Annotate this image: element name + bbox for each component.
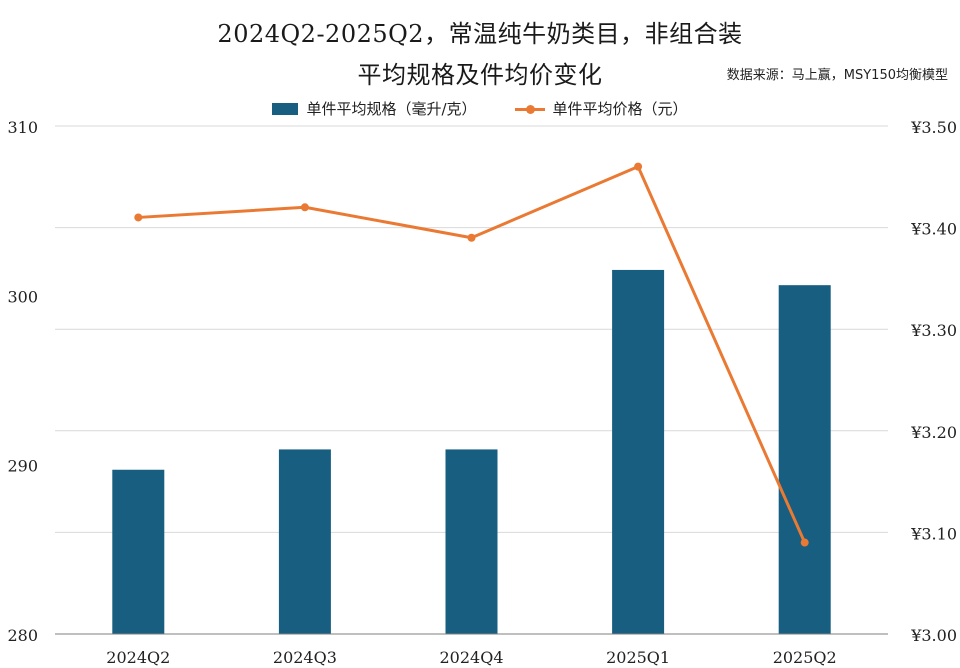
legend-bar-label: 单件平均规格（毫升/克） <box>306 100 477 118</box>
bar <box>612 269 665 634</box>
legend-line-label: 单件平均价格（元） <box>552 100 688 118</box>
legend-item-bar: 单件平均规格（毫升/克） <box>272 98 477 119</box>
left-axis-tick-label: 310 <box>7 118 38 137</box>
right-axis-tick-label: ¥3.50 <box>910 118 957 137</box>
left-axis-tick-label: 280 <box>7 626 38 645</box>
legend-bar-swatch <box>272 102 299 115</box>
chart-title-line-2: 平均规格及件均价变化 <box>357 61 603 89</box>
right-axis-tick-label: ¥3.40 <box>910 220 957 239</box>
x-axis-tick-label: 2024Q3 <box>273 648 337 667</box>
bar <box>445 449 498 634</box>
price-point <box>467 233 476 242</box>
price-point <box>800 538 809 547</box>
right-axis-tick-label: ¥3.30 <box>910 321 957 340</box>
x-axis-tick-label: 2025Q1 <box>606 648 670 667</box>
legend-line-swatch <box>514 103 545 115</box>
price-point <box>134 213 143 222</box>
bar <box>112 469 165 634</box>
bar <box>778 285 831 634</box>
bar <box>278 449 331 634</box>
data-source-note: 数据来源：马上赢，MSY150均衡模型 <box>726 68 948 83</box>
chart-title-line-1: 2024Q2-2025Q2，常温纯牛奶类目，非组合装 <box>217 20 743 48</box>
price-point <box>634 162 643 171</box>
left-axis-tick-label: 300 <box>7 287 38 306</box>
left-axis-tick-label: 290 <box>7 457 38 476</box>
x-axis-tick-label: 2025Q2 <box>773 648 837 667</box>
chart-legend: 单件平均规格（毫升/克） 单件平均价格（元） <box>0 98 960 119</box>
right-axis-tick-label: ¥3.20 <box>910 423 957 442</box>
x-axis-tick-label: 2024Q2 <box>106 648 170 667</box>
legend-item-line: 单件平均价格（元） <box>514 98 688 119</box>
x-axis-tick-label: 2024Q4 <box>439 648 503 667</box>
price-point <box>300 203 309 212</box>
right-axis-tick-label: ¥3.00 <box>910 626 957 645</box>
right-axis-tick-label: ¥3.10 <box>910 524 957 543</box>
